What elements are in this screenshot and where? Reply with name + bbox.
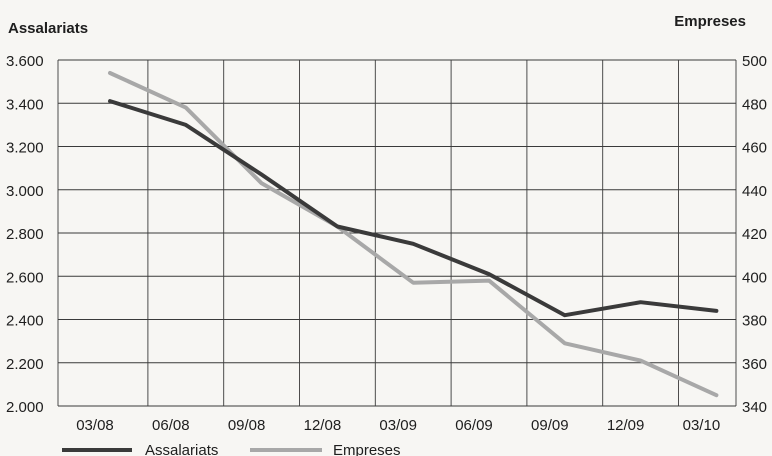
y-right-tick-label: 440 <box>742 183 767 200</box>
y-right-tick-label: 420 <box>742 226 767 243</box>
series-line-assalariats <box>108 99 719 318</box>
tick-labels: 2.000 2.200 2.400 2.600 2.800 3.000 3.200 3.400… <box>6 53 767 434</box>
series-line-empreses <box>108 71 719 398</box>
y-right-tick-label: 340 <box>742 399 767 416</box>
y-right-tick-label: 380 <box>742 313 767 330</box>
y-left-tick-label: 3.400 <box>6 96 44 113</box>
x-tick-label: 06/09 <box>455 417 493 434</box>
x-tick-label: 12/08 <box>304 417 342 434</box>
x-tick-label: 03/10 <box>683 417 721 434</box>
y-left-tick-label: 2.000 <box>6 399 44 416</box>
legend-label-empreses: Empreses <box>333 442 401 456</box>
series-lines <box>108 71 719 398</box>
y-right-tick-label: 460 <box>742 140 767 157</box>
grid <box>57 59 737 407</box>
legend-label-assalariats: Assalariats <box>145 442 218 456</box>
left-axis-title: Assalariats <box>8 20 88 37</box>
x-tick-label: 09/09 <box>531 417 569 434</box>
x-tick-label: 06/08 <box>152 417 190 434</box>
x-tick-label: 12/09 <box>607 417 645 434</box>
x-tick-label: 03/08 <box>76 417 114 434</box>
y-left-tick-label: 2.200 <box>6 356 44 373</box>
y-left-tick-label: 3.200 <box>6 140 44 157</box>
x-tick-label: 03/09 <box>379 417 417 434</box>
x-tick-label: 09/08 <box>228 417 266 434</box>
y-left-tick-label: 3.000 <box>6 183 44 200</box>
right-axis-title: Empreses <box>674 13 746 30</box>
y-left-tick-label: 2.600 <box>6 269 44 286</box>
y-left-tick-label: 2.800 <box>6 226 44 243</box>
y-right-tick-label: 480 <box>742 96 767 113</box>
y-right-tick-label: 360 <box>742 356 767 373</box>
y-left-tick-label: 3.600 <box>6 53 44 70</box>
y-left-tick-label: 2.400 <box>6 313 44 330</box>
y-right-tick-label: 500 <box>742 53 767 70</box>
legend: Assalariats Empreses <box>62 442 401 456</box>
y-right-tick-label: 400 <box>742 269 767 286</box>
